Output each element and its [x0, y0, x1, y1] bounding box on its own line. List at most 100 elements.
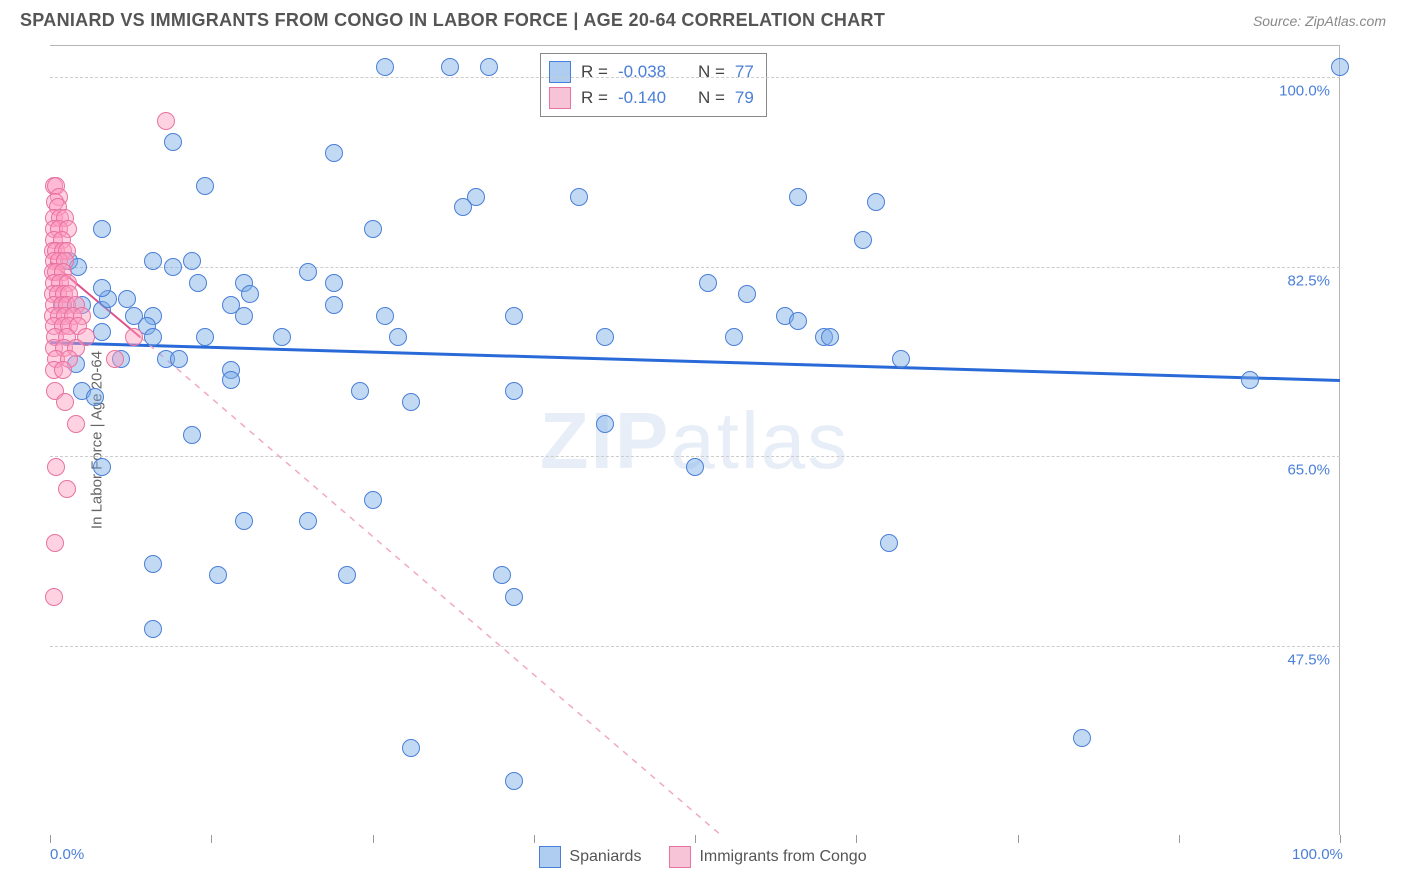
scatter-point	[164, 133, 182, 151]
scatter-point	[505, 307, 523, 325]
chart-header: SPANIARD VS IMMIGRANTS FROM CONGO IN LAB…	[0, 0, 1406, 39]
scatter-point	[56, 393, 74, 411]
scatter-point	[325, 296, 343, 314]
scatter-point	[892, 350, 910, 368]
scatter-point	[45, 588, 63, 606]
stat-r-value: -0.140	[618, 88, 688, 108]
legend-swatch	[549, 61, 571, 83]
scatter-point	[596, 328, 614, 346]
scatter-point	[144, 620, 162, 638]
scatter-point	[164, 258, 182, 276]
x-tick-label: 100.0%	[1292, 846, 1343, 863]
scatter-point	[699, 274, 717, 292]
legend-item: Immigrants from Congo	[669, 846, 866, 868]
x-tick-mark	[1340, 835, 1341, 843]
stats-legend-row: R = -0.140 N = 79	[549, 85, 754, 111]
legend-label: Spaniards	[569, 848, 641, 866]
scatter-point	[144, 555, 162, 573]
scatter-point	[325, 274, 343, 292]
scatter-point	[1073, 729, 1091, 747]
y-tick-label: 82.5%	[1287, 272, 1330, 289]
chart-title: SPANIARD VS IMMIGRANTS FROM CONGO IN LAB…	[20, 10, 885, 31]
scatter-point	[86, 388, 104, 406]
scatter-point	[273, 328, 291, 346]
x-tick-mark	[373, 835, 374, 843]
scatter-point	[1241, 371, 1259, 389]
stat-n-value: 79	[735, 88, 754, 108]
scatter-point	[196, 177, 214, 195]
scatter-point	[364, 491, 382, 509]
x-tick-mark	[534, 835, 535, 843]
scatter-point	[125, 328, 143, 346]
scatter-point	[789, 188, 807, 206]
scatter-point	[789, 312, 807, 330]
plot-area: ZIPatlas	[50, 45, 1340, 835]
scatter-point	[93, 220, 111, 238]
scatter-point	[441, 58, 459, 76]
scatter-point	[54, 361, 72, 379]
scatter-point	[686, 458, 704, 476]
scatter-point	[596, 415, 614, 433]
scatter-point	[170, 350, 188, 368]
x-tick-mark	[211, 835, 212, 843]
scatter-point	[241, 285, 259, 303]
scatter-point	[58, 480, 76, 498]
scatter-point	[325, 144, 343, 162]
gridline-horizontal	[50, 77, 1340, 78]
stat-n-label: N =	[698, 88, 725, 108]
scatter-point	[480, 58, 498, 76]
series-legend: Spaniards Immigrants from Congo	[0, 846, 1406, 868]
scatter-point	[299, 512, 317, 530]
x-tick-label: 0.0%	[50, 846, 84, 863]
y-tick-label: 100.0%	[1279, 83, 1330, 100]
stats-legend-row: R = -0.038N = 77	[549, 59, 754, 85]
scatter-point	[189, 274, 207, 292]
gridline-horizontal	[50, 267, 1340, 268]
scatter-point	[183, 252, 201, 270]
scatter-point	[209, 566, 227, 584]
stat-r-label: R =	[581, 62, 608, 82]
scatter-point	[505, 772, 523, 790]
x-tick-mark	[1179, 835, 1180, 843]
scatter-point	[725, 328, 743, 346]
scatter-point	[196, 328, 214, 346]
legend-item: Spaniards	[539, 846, 641, 868]
scatter-point	[93, 323, 111, 341]
source-label: Source: ZipAtlas.com	[1253, 13, 1386, 29]
legend-swatch	[549, 87, 571, 109]
scatter-point	[144, 328, 162, 346]
scatter-point	[493, 566, 511, 584]
scatter-point	[235, 307, 253, 325]
scatter-point	[235, 512, 253, 530]
scatter-point	[402, 393, 420, 411]
scatter-point	[880, 534, 898, 552]
stat-n-label: N =	[698, 62, 725, 82]
scatter-point	[106, 350, 124, 368]
scatter-point	[46, 534, 64, 552]
scatter-point	[67, 415, 85, 433]
scatter-point	[389, 328, 407, 346]
gridline-horizontal	[50, 646, 1340, 647]
stat-r-value: -0.038	[618, 62, 688, 82]
scatter-point	[1331, 58, 1349, 76]
x-tick-mark	[1018, 835, 1019, 843]
legend-label: Immigrants from Congo	[699, 848, 866, 866]
scatter-point	[854, 231, 872, 249]
stat-r-label: R =	[581, 88, 608, 108]
scatter-point	[351, 382, 369, 400]
y-tick-label: 65.0%	[1287, 462, 1330, 479]
x-tick-mark	[856, 835, 857, 843]
stats-legend: R = -0.038N = 77R = -0.140N = 79	[540, 53, 767, 117]
scatter-point	[402, 739, 420, 757]
y-tick-label: 47.5%	[1287, 651, 1330, 668]
scatter-point	[570, 188, 588, 206]
scatter-point	[738, 285, 756, 303]
scatter-point	[93, 458, 111, 476]
scatter-point	[364, 220, 382, 238]
scatter-point	[867, 193, 885, 211]
scatter-point	[505, 382, 523, 400]
scatter-point	[454, 198, 472, 216]
x-tick-mark	[50, 835, 51, 843]
scatter-point	[299, 263, 317, 281]
scatter-point	[376, 307, 394, 325]
